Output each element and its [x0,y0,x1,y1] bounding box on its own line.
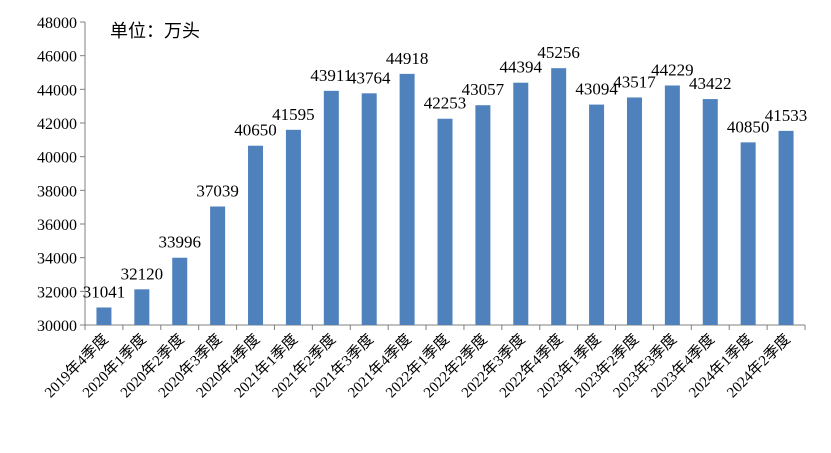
data-label: 32120 [121,264,164,283]
bar [248,145,264,325]
bar [589,104,605,325]
y-tick-label: 32000 [37,284,77,301]
data-label: 44394 [500,58,543,77]
unit-note: 单位：万头 [110,21,200,42]
y-tick-label: 44000 [37,82,77,99]
data-label: 44918 [386,49,429,68]
data-label: 43911 [310,66,352,85]
bar [437,118,453,325]
x-tick-labels: 2019年4季度2020年1季度2020年2季度2020年3季度2020年4季度… [41,331,793,401]
bar [475,105,491,325]
bar [626,97,642,325]
y-tick-label: 34000 [37,251,77,268]
bar [172,257,188,325]
data-label: 40850 [727,117,770,136]
bar [664,85,680,325]
bar [361,93,377,325]
y-tick-label: 36000 [37,217,77,234]
data-label: 41595 [272,105,315,124]
y-tick-label: 42000 [37,116,77,133]
bar [323,90,339,325]
y-tick-label: 46000 [37,49,77,66]
data-label: 43517 [613,72,656,91]
data-label: 33996 [158,233,201,252]
data-label: 41533 [765,106,808,125]
data-label: 43057 [462,80,505,99]
data-label: 42253 [424,94,467,113]
bar [210,206,226,325]
bar [702,99,718,325]
bar [399,73,415,325]
bar [778,130,794,325]
data-label: 40650 [234,121,277,140]
data-label: 45256 [537,43,580,62]
bar [740,142,756,325]
bars [96,68,794,326]
data-label: 43094 [575,80,618,99]
bar [551,68,567,325]
bar [96,307,112,325]
y-tick-label: 30000 [37,318,77,335]
data-label: 44229 [651,60,694,79]
data-label: 37039 [196,182,239,201]
axes: 30000 32000 34000 36000 38000 40000 42000 44000… [37,15,806,335]
data-label: 31041 [83,282,126,301]
bar [513,82,529,326]
bar [134,289,150,325]
y-tick-label: 40000 [37,150,77,167]
data-label: 43422 [689,74,732,93]
data-label: 43764 [348,68,391,87]
y-tick-label: 48000 [37,15,77,32]
bar [285,129,301,325]
y-tick-label: 38000 [37,183,77,200]
